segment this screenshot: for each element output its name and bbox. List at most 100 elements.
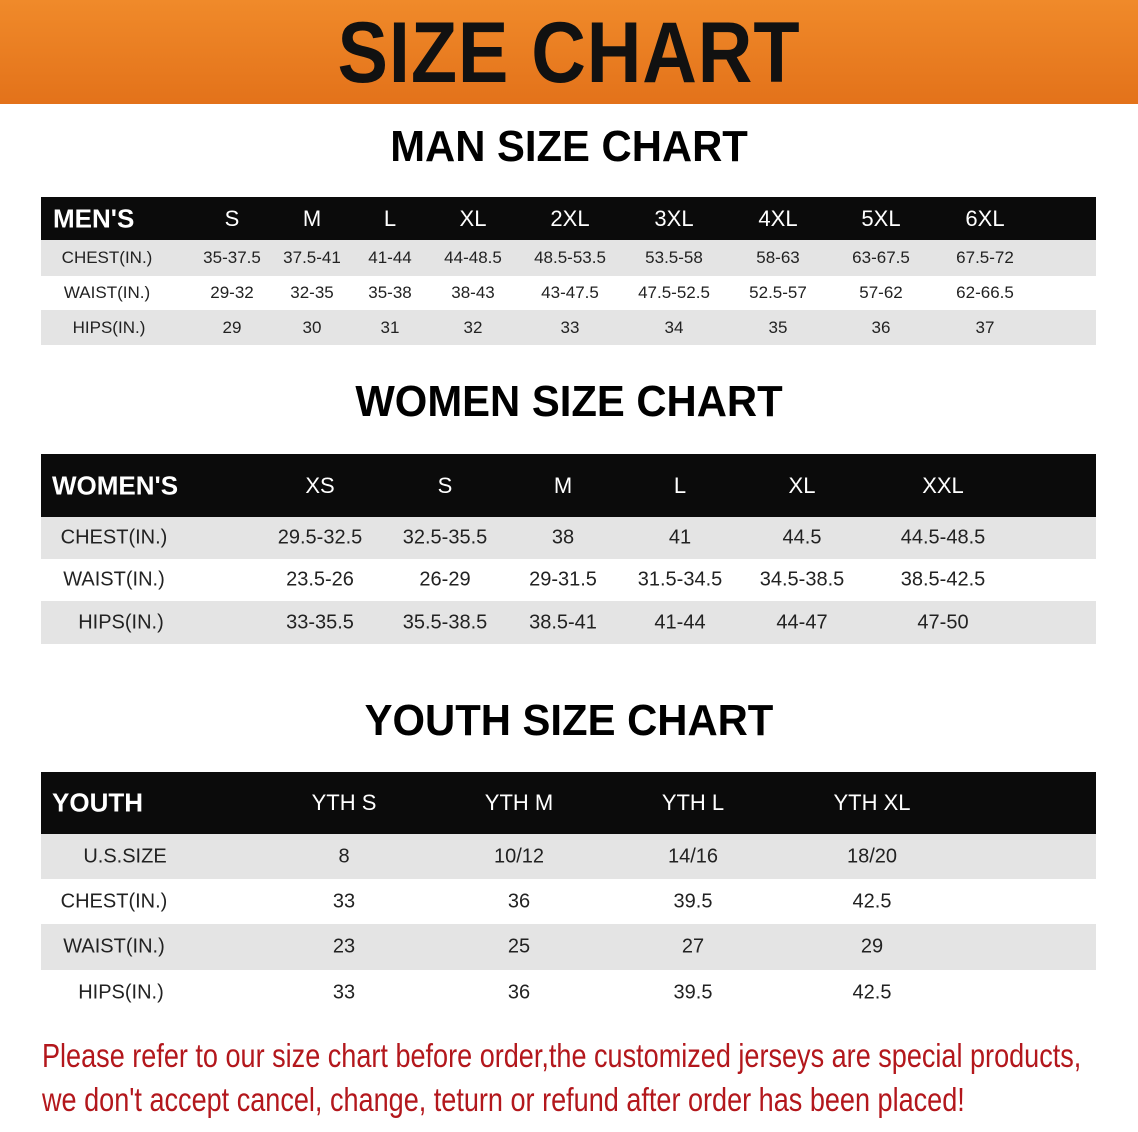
table-row: HIPS(IN.) 33 36 39.5 42.5 <box>41 970 1096 1015</box>
men-header-label: MEN'S <box>53 203 135 233</box>
table-row: WAIST(IN.) 29-32 32-35 35-38 38-43 43-47.5 47.… <box>41 276 1096 310</box>
size-header: XXL <box>922 472 964 498</box>
measurement-cell: 26-29 <box>419 568 471 591</box>
measurement-cell: 44-47 <box>776 611 828 633</box>
size-header: L <box>673 472 687 498</box>
measurement-cell: 10/12 <box>493 845 545 867</box>
measurement-cell: 38-43 <box>451 283 495 302</box>
row-label: CHEST(IN.) <box>61 248 153 267</box>
size-header: 4XL <box>758 205 798 231</box>
measurement-cell: 36 <box>507 890 531 912</box>
row-label: HIPS(IN.) <box>78 611 164 633</box>
measurement-cell: 44.5 <box>782 526 822 549</box>
size-header: L <box>383 205 397 231</box>
row-label: WAIST(IN.) <box>63 568 165 591</box>
youth-header-label: YOUTH <box>52 787 143 818</box>
measurement-cell: 25 <box>507 935 531 958</box>
measurement-cell: 32-35 <box>290 283 334 302</box>
note-line-2: we don't accept cancel, change, teturn o… <box>42 1081 965 1118</box>
size-header: 6XL <box>965 205 1005 231</box>
measurement-cell: 33 <box>332 890 356 912</box>
measurement-cell: 23 <box>332 935 356 958</box>
measurement-cell: 63-67.5 <box>852 248 910 267</box>
table-row: CHEST(IN.) 35-37.5 37.5-41 41-44 44-48.5 48.5… <box>41 240 1096 276</box>
women-header-label: WOMEN'S <box>52 470 179 500</box>
measurement-cell: 38.5-41 <box>529 611 597 633</box>
men-header-row: MEN'S S M L XL 2XL 3XL 4XL 5XL 6XL <box>41 197 1096 240</box>
measurement-cell: 33-35.5 <box>286 611 354 633</box>
measurement-cell: 39.5 <box>673 890 713 912</box>
measurement-cell: 58-63 <box>756 248 800 267</box>
measurement-cell: 35-37.5 <box>203 248 261 267</box>
size-header: XS <box>305 472 335 498</box>
size-header: 3XL <box>654 205 694 231</box>
table-row: CHEST(IN.) 33 36 39.5 42.5 <box>41 879 1096 924</box>
table-row: HIPS(IN.) 33-35.5 35.5-38.5 38.5-41 41-44 44-… <box>41 601 1096 644</box>
measurement-cell: 29.5-32.5 <box>277 526 363 549</box>
measurement-cell: 39.5 <box>673 981 713 1003</box>
table-row: CHEST(IN.) 29.5-32.5 32.5-35.5 38 41 44.5 44.5… <box>41 517 1096 559</box>
measurement-cell: 47-50 <box>917 611 969 633</box>
row-label: HIPS(IN.) <box>72 317 146 337</box>
size-header: YTH XL <box>833 790 911 815</box>
measurement-cell: 41-44 <box>654 611 706 633</box>
row-label: HIPS(IN.) <box>78 981 164 1003</box>
men-size-table: MEN'S S M L XL 2XL 3XL 4XL 5XL 6XL CHEST(IN.) 35-37… <box>41 197 1096 345</box>
youth-header-row: YOUTH YTH S YTH M YTH L YTH XL <box>41 772 1096 834</box>
measurement-cell: 44-48.5 <box>444 248 502 267</box>
table-row: HIPS(IN.) 29 30 31 32 33 34 35 36 37 <box>41 310 1096 345</box>
measurement-cell: 31.5-34.5 <box>637 568 723 591</box>
measurement-cell: 48.5-53.5 <box>534 248 606 267</box>
table-row: WAIST(IN.) 23.5-26 26-29 29-31.5 31.5-34.5 34… <box>41 559 1096 601</box>
measurement-cell: 30 <box>302 317 322 337</box>
size-header: 2XL <box>550 205 590 231</box>
measurement-cell: 8 <box>338 845 350 867</box>
measurement-cell: 62-66.5 <box>956 283 1014 302</box>
measurement-cell: 29 <box>860 935 884 958</box>
measurement-cell: 41 <box>668 526 692 549</box>
measurement-cell: 41-44 <box>368 248 412 267</box>
measurement-cell: 57-62 <box>859 283 903 302</box>
measurement-cell: 27 <box>681 935 705 958</box>
measurement-cell: 29-31.5 <box>529 568 597 591</box>
banner-title: SIZE CHART <box>337 5 801 101</box>
measurement-cell: 42.5 <box>852 981 892 1003</box>
measurement-cell: 43-47.5 <box>541 283 599 302</box>
measurement-cell: 35-38 <box>368 283 412 302</box>
table-row: WAIST(IN.) 23 25 27 29 <box>41 924 1096 970</box>
measurement-cell: 35.5-38.5 <box>402 611 488 633</box>
banner: SIZE CHART <box>0 0 1138 104</box>
size-header: YTH M <box>484 790 554 815</box>
youth-section-title: YOUTH SIZE CHART <box>364 696 774 745</box>
size-header: XL <box>459 205 487 231</box>
size-header: S <box>224 205 240 231</box>
measurement-cell: 53.5-58 <box>645 248 703 267</box>
measurement-cell: 14/16 <box>667 845 719 867</box>
measurement-cell: 47.5-52.5 <box>638 283 710 302</box>
row-label: CHEST(IN.) <box>60 890 168 912</box>
measurement-cell: 32 <box>463 317 483 337</box>
measurement-cell: 37 <box>975 317 995 337</box>
youth-size-table: YOUTH YTH S YTH M YTH L YTH XL U.S.SIZE 8 10/12… <box>41 772 1096 1015</box>
women-section-title: WOMEN SIZE CHART <box>355 377 783 426</box>
measurement-cell: 44.5-48.5 <box>900 526 986 549</box>
measurement-cell: 34 <box>664 317 684 337</box>
size-header: YTH L <box>661 790 725 815</box>
measurement-cell: 35 <box>768 317 788 337</box>
row-label: WAIST(IN.) <box>63 283 151 302</box>
women-header-row: WOMEN'S XS S M L XL XXL <box>41 454 1096 517</box>
size-header: 5XL <box>861 205 901 231</box>
measurement-cell: 32.5-35.5 <box>402 526 488 549</box>
table-row: U.S.SIZE 8 10/12 14/16 18/20 <box>41 834 1096 879</box>
measurement-cell: 36 <box>507 981 531 1003</box>
women-size-table: WOMEN'S XS S M L XL XXL CHEST(IN.) 29.5-32.5 32.5… <box>41 454 1096 644</box>
measurement-cell: 37.5-41 <box>283 248 341 267</box>
measurement-cell: 33 <box>560 317 580 337</box>
measurement-cell: 33 <box>332 981 356 1003</box>
size-header: XL <box>788 472 816 498</box>
measurement-cell: 67.5-72 <box>956 248 1014 267</box>
measurement-cell: 42.5 <box>852 890 892 912</box>
size-header: M <box>553 472 573 498</box>
size-header: YTH S <box>311 790 377 815</box>
measurement-cell: 38.5-42.5 <box>900 568 986 591</box>
